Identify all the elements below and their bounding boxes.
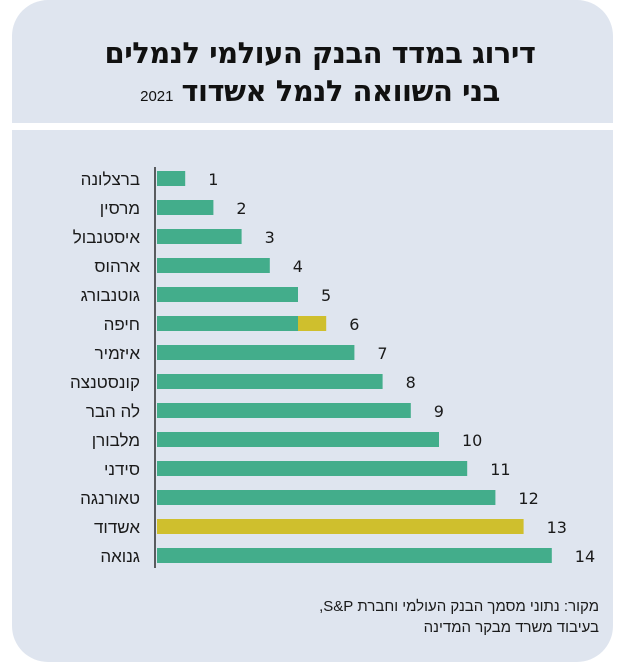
value-label: 12: [518, 489, 538, 508]
value-label: 3: [265, 228, 275, 247]
bar-10: [157, 432, 439, 447]
value-label: 8: [406, 373, 416, 392]
chart-year: 2021: [140, 88, 174, 105]
source-line2: בעיבוד משרד מבקר המדינה: [423, 619, 599, 636]
value-label: 7: [377, 344, 387, 363]
value-label: 10: [462, 431, 482, 450]
category-label: אשדוד: [94, 518, 140, 537]
chart-title-line2-text: בני השוואה לנמל אשדוד: [181, 74, 500, 108]
chart-title-line1: דירוג במדד הבנק העולמי לנמלים: [104, 36, 536, 70]
value-label: 9: [434, 402, 444, 421]
header-divider: [12, 123, 613, 130]
category-label: טאורנגה: [80, 489, 140, 508]
bar-7: [157, 345, 355, 360]
value-label: 13: [547, 518, 567, 537]
category-label: ברצלונה: [81, 170, 140, 189]
value-label: 1: [208, 170, 218, 189]
bar-1: [157, 171, 186, 186]
bar-9: [157, 403, 411, 418]
category-label: קונסטנצה: [70, 373, 140, 392]
bar-8: [157, 374, 383, 389]
category-label: חיפה: [104, 315, 140, 334]
chart-title-line2: בני השוואה לנמל אשדוד 2021: [40, 74, 600, 108]
bar-3: [157, 229, 242, 244]
source-note: מקור: נתוני מסמך הבנק העולמי וחברת S&P, …: [319, 596, 599, 638]
bar-13: [157, 519, 524, 534]
value-label: 2: [236, 199, 246, 218]
category-label: סידני: [104, 460, 140, 479]
value-label: 5: [321, 286, 331, 305]
bar-6-highlight-segment: [298, 316, 327, 331]
category-label: מלבורן: [92, 431, 140, 450]
value-label: 11: [490, 460, 510, 479]
value-label: 6: [349, 315, 359, 334]
bar-4: [157, 258, 270, 273]
bar-2: [157, 200, 214, 215]
bar-11: [157, 461, 468, 476]
value-label: 14: [575, 547, 595, 566]
bar-6: [157, 316, 298, 331]
value-label: 4: [293, 257, 303, 276]
category-label: מרסין: [100, 199, 140, 218]
category-label: גנואה: [100, 547, 140, 566]
bar-5: [157, 287, 298, 302]
category-label: ארהוס: [94, 257, 140, 276]
bar-12: [157, 490, 496, 505]
category-label: איזמיר: [95, 344, 141, 363]
category-label: איסטנבול: [73, 228, 141, 247]
source-line1: מקור: נתוני מסמך הבנק העולמי וחברת S&P,: [319, 598, 599, 615]
bar-14: [157, 548, 552, 563]
category-label: גוטנבורג: [81, 286, 140, 305]
category-label: לה הבר: [86, 402, 140, 421]
